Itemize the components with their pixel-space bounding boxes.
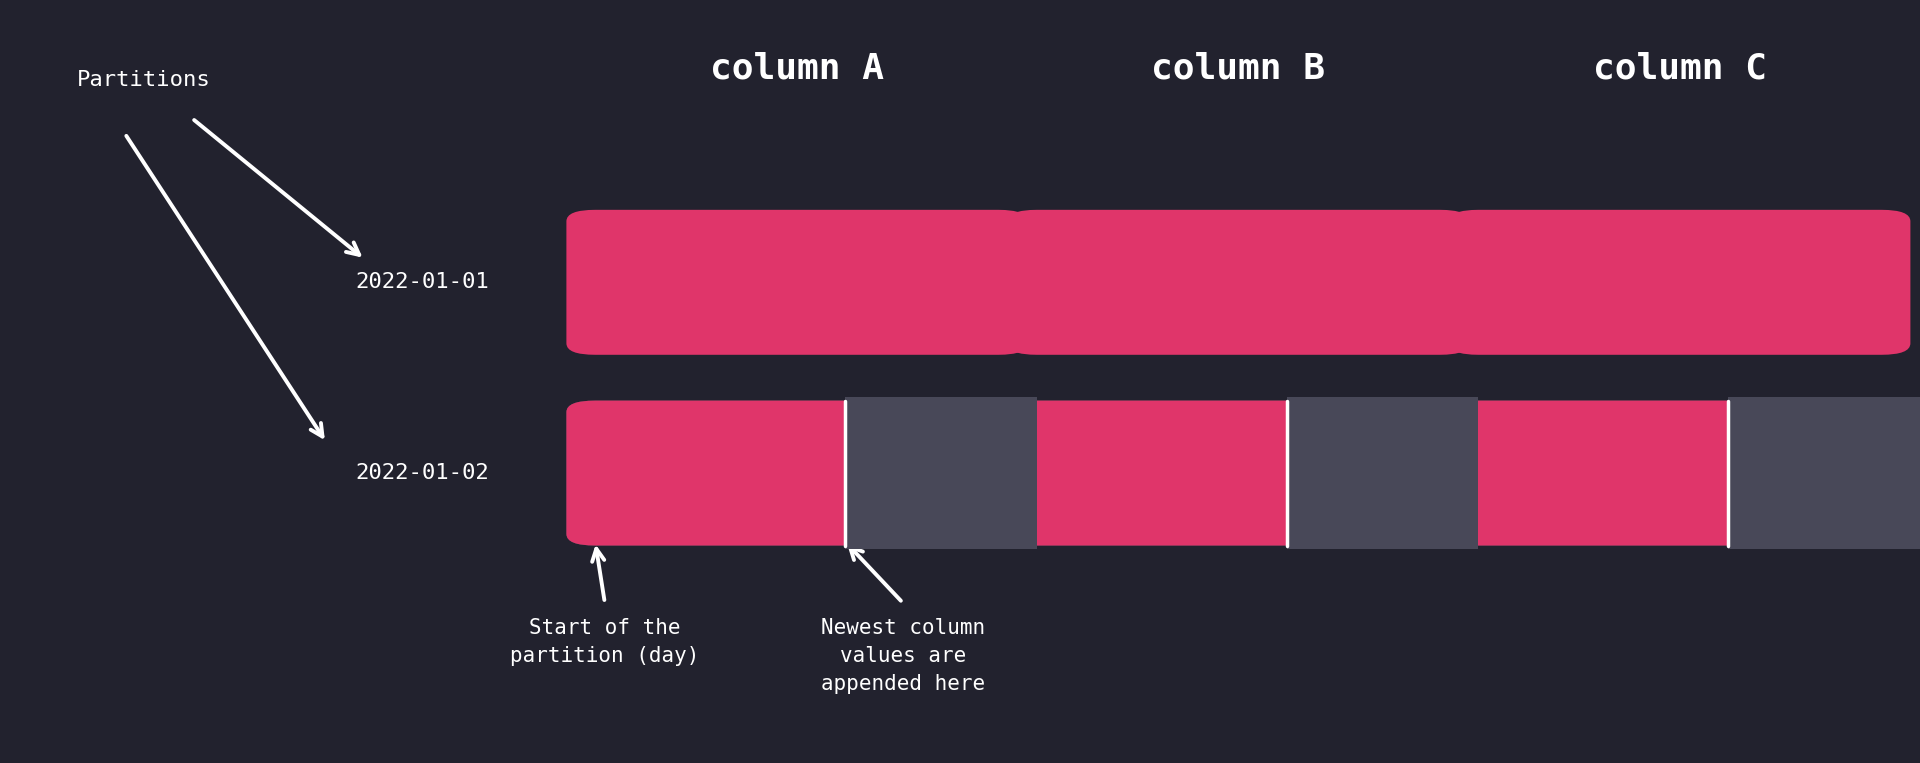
Text: column A: column A (710, 52, 883, 85)
FancyBboxPatch shape (1008, 210, 1469, 355)
Bar (1728, 397, 1920, 549)
Text: 2022-01-01: 2022-01-01 (355, 272, 490, 292)
Text: column C: column C (1594, 52, 1766, 85)
FancyBboxPatch shape (1008, 401, 1469, 546)
FancyBboxPatch shape (1450, 401, 1910, 546)
Bar (845, 397, 1037, 549)
Text: Start of the
partition (day): Start of the partition (day) (511, 618, 699, 666)
FancyBboxPatch shape (1450, 401, 1910, 546)
FancyBboxPatch shape (1008, 401, 1469, 546)
Text: column B: column B (1152, 52, 1325, 85)
FancyBboxPatch shape (566, 210, 1027, 355)
FancyBboxPatch shape (566, 401, 1027, 546)
FancyBboxPatch shape (1450, 210, 1910, 355)
FancyBboxPatch shape (566, 401, 1027, 546)
Text: Newest column
values are
appended here: Newest column values are appended here (820, 618, 985, 694)
Text: 2022-01-02: 2022-01-02 (355, 463, 490, 483)
Text: Partitions: Partitions (77, 70, 211, 90)
Bar (1286, 397, 1478, 549)
